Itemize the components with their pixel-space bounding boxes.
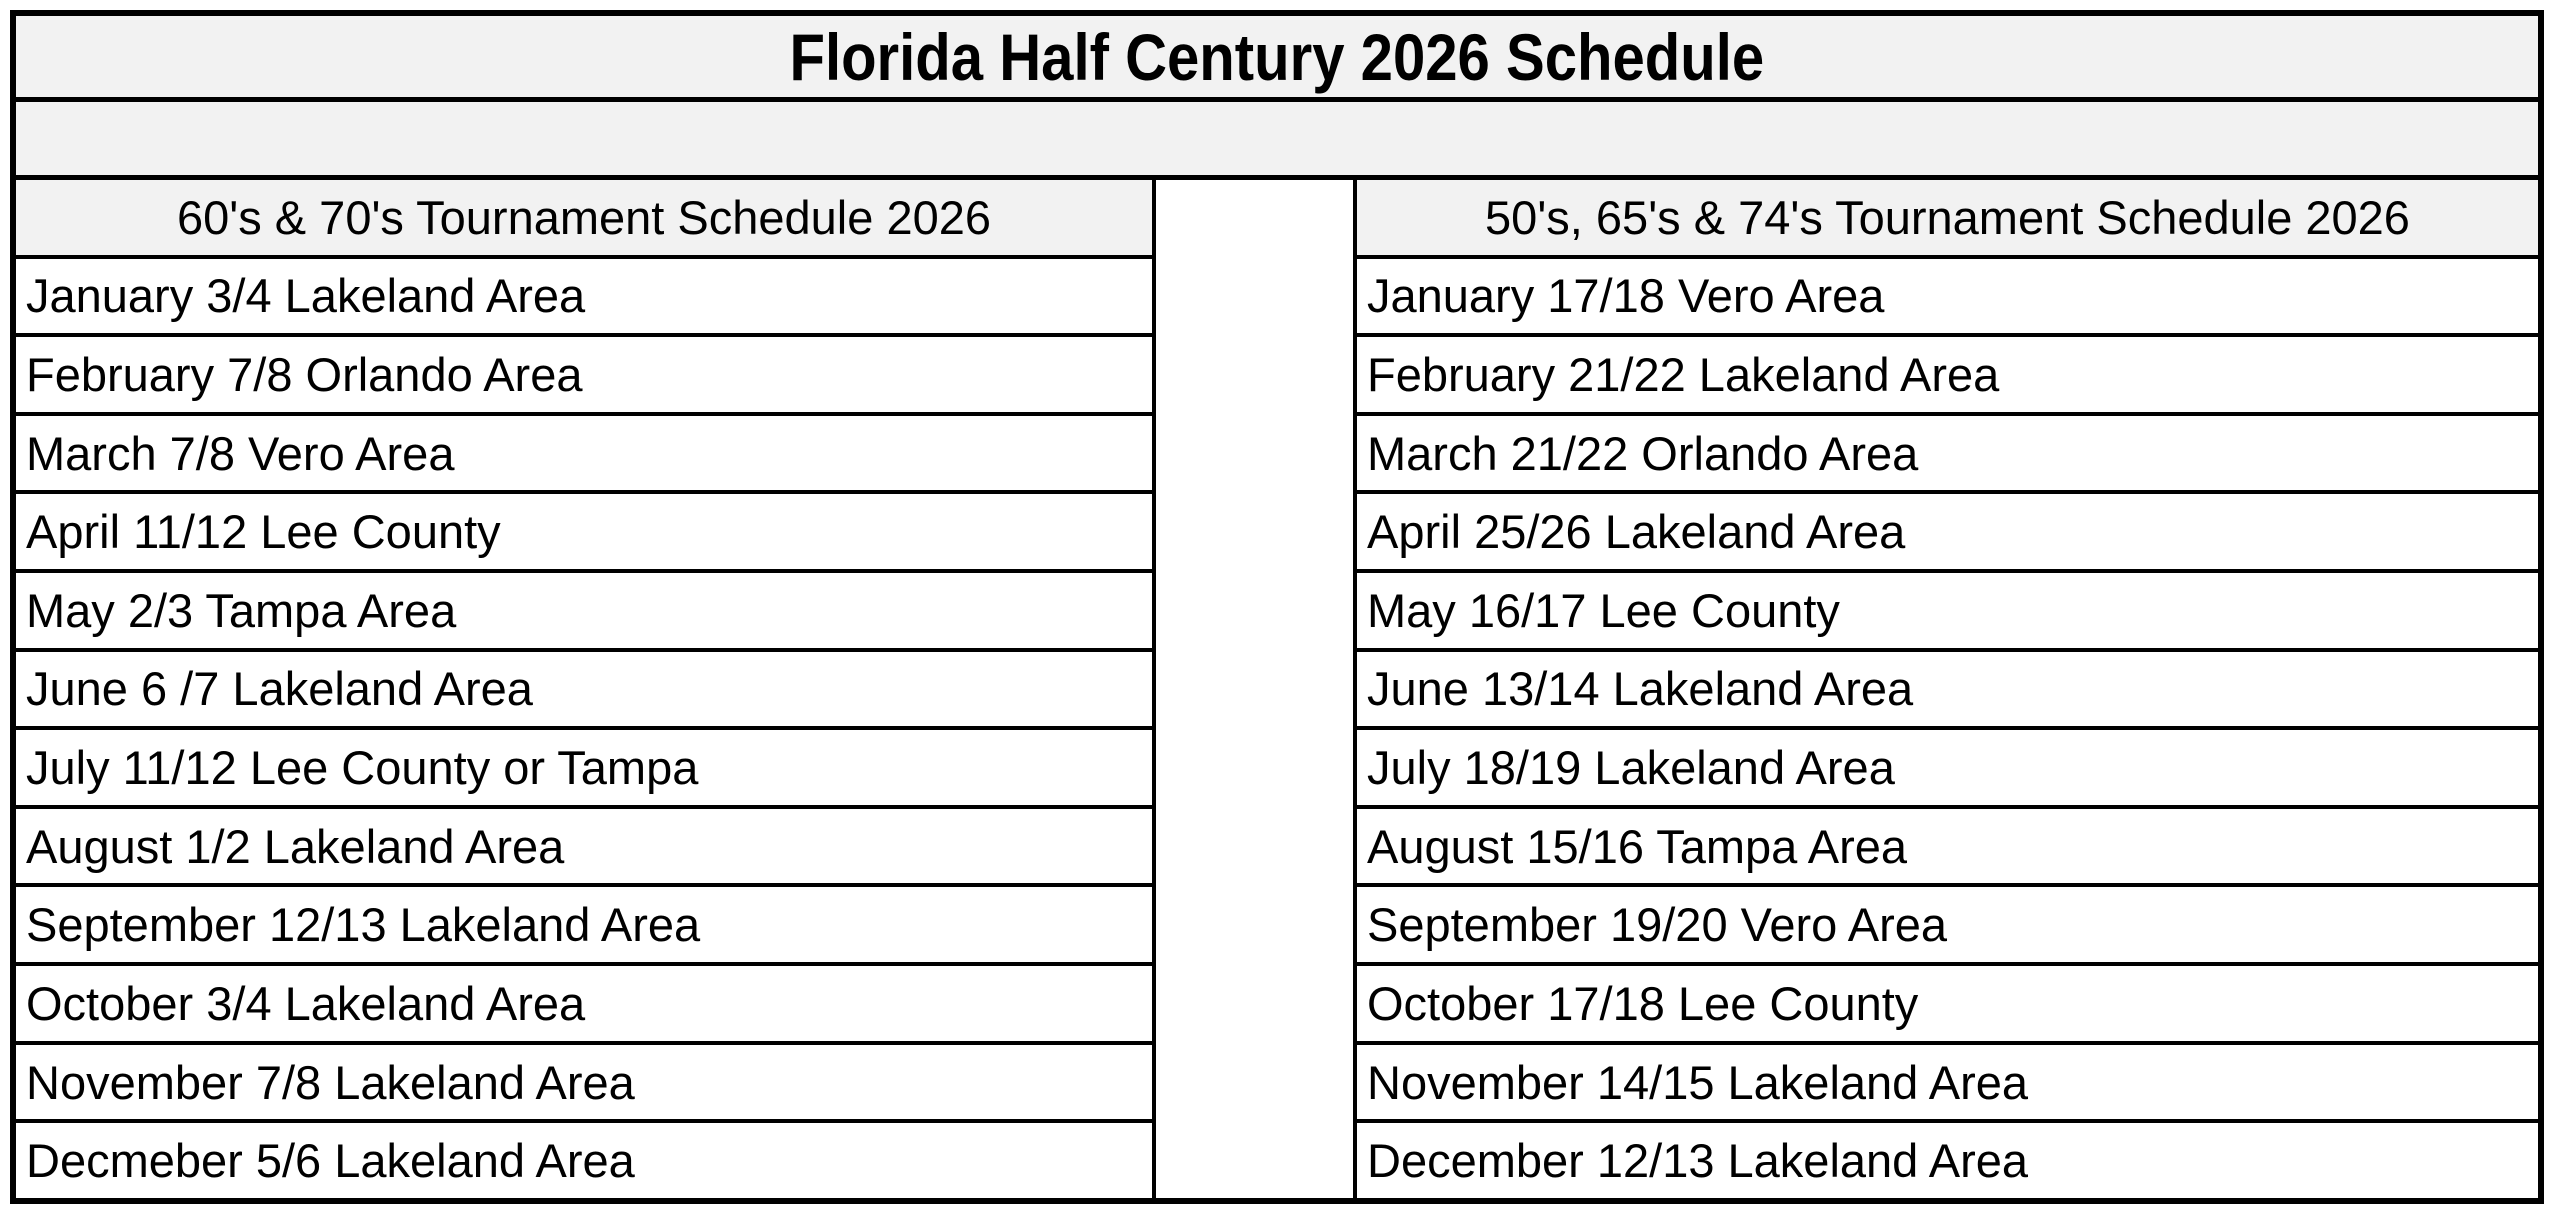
schedule-row-left-june: June 6 /7 Lakeland Area (16, 651, 1152, 731)
schedule-row-right-april: April 25/26 Lakeland Area (1357, 494, 2538, 574)
right-table-header: 50's, 65's & 74's Tournament Schedule 20… (1357, 180, 2538, 259)
schedule-row-left-may: May 2/3 Tampa Area (16, 573, 1152, 652)
schedule-row-right-december: December 12/13 Lakeland Area (1357, 1123, 2538, 1198)
schedule-row-right-january: January 17/18 Vero Area (1357, 258, 2538, 338)
schedule-row-right-march: March 21/22 Orlando Area (1357, 415, 2538, 495)
tables-area: 60's & 70's Tournament Schedule 2026 Jan… (16, 180, 2538, 1198)
schedule-row-right-november: November 14/15 Lakeland Area (1357, 1044, 2538, 1124)
schedule-table: Florida Half Century 2026 Schedule 60's … (10, 10, 2544, 1204)
schedule-row-left-september: September 12/13 Lakeland Area (16, 887, 1152, 967)
schedule-row-left-november: November 7/8 Lakeland Area (16, 1044, 1152, 1124)
left-schedule-column: 60's & 70's Tournament Schedule 2026 Jan… (16, 180, 1152, 1198)
schedule-row-right-may: May 16/17 Lee County (1357, 573, 2538, 652)
schedule-row-right-october: October 17/18 Lee County (1357, 966, 2538, 1045)
right-schedule-column: 50's, 65's & 74's Tournament Schedule 20… (1357, 180, 2538, 1198)
schedule-row-right-july: July 18/19 Lakeland Area (1357, 730, 2538, 809)
schedule-row-left-april: April 11/12 Lee County (16, 494, 1152, 574)
column-divider-gap (1152, 180, 1357, 1198)
page-title: Florida Half Century 2026 Schedule (789, 19, 1765, 94)
left-table-header: 60's & 70's Tournament Schedule 2026 (16, 180, 1152, 259)
schedule-row-right-february: February 21/22 Lakeland Area (1357, 337, 2538, 416)
title-row: Florida Half Century 2026 Schedule (16, 16, 2538, 102)
schedule-row-left-march: March 7/8 Vero Area (16, 415, 1152, 495)
schedule-row-left-february: February 7/8 Orlando Area (16, 337, 1152, 416)
schedule-row-left-august: August 1/2 Lakeland Area (16, 808, 1152, 888)
schedule-row-left-october: October 3/4 Lakeland Area (16, 966, 1152, 1045)
schedule-row-right-august: August 15/16 Tampa Area (1357, 808, 2538, 888)
schedule-row-left-january: January 3/4 Lakeland Area (16, 258, 1152, 338)
schedule-row-right-june: June 13/14 Lakeland Area (1357, 651, 2538, 731)
schedule-row-left-july: July 11/12 Lee County or Tampa (16, 730, 1152, 809)
schedule-row-right-september: September 19/20 Vero Area (1357, 887, 2538, 967)
spacer-row (16, 102, 2538, 180)
schedule-row-left-december: Decmeber 5/6 Lakeland Area (16, 1123, 1152, 1198)
